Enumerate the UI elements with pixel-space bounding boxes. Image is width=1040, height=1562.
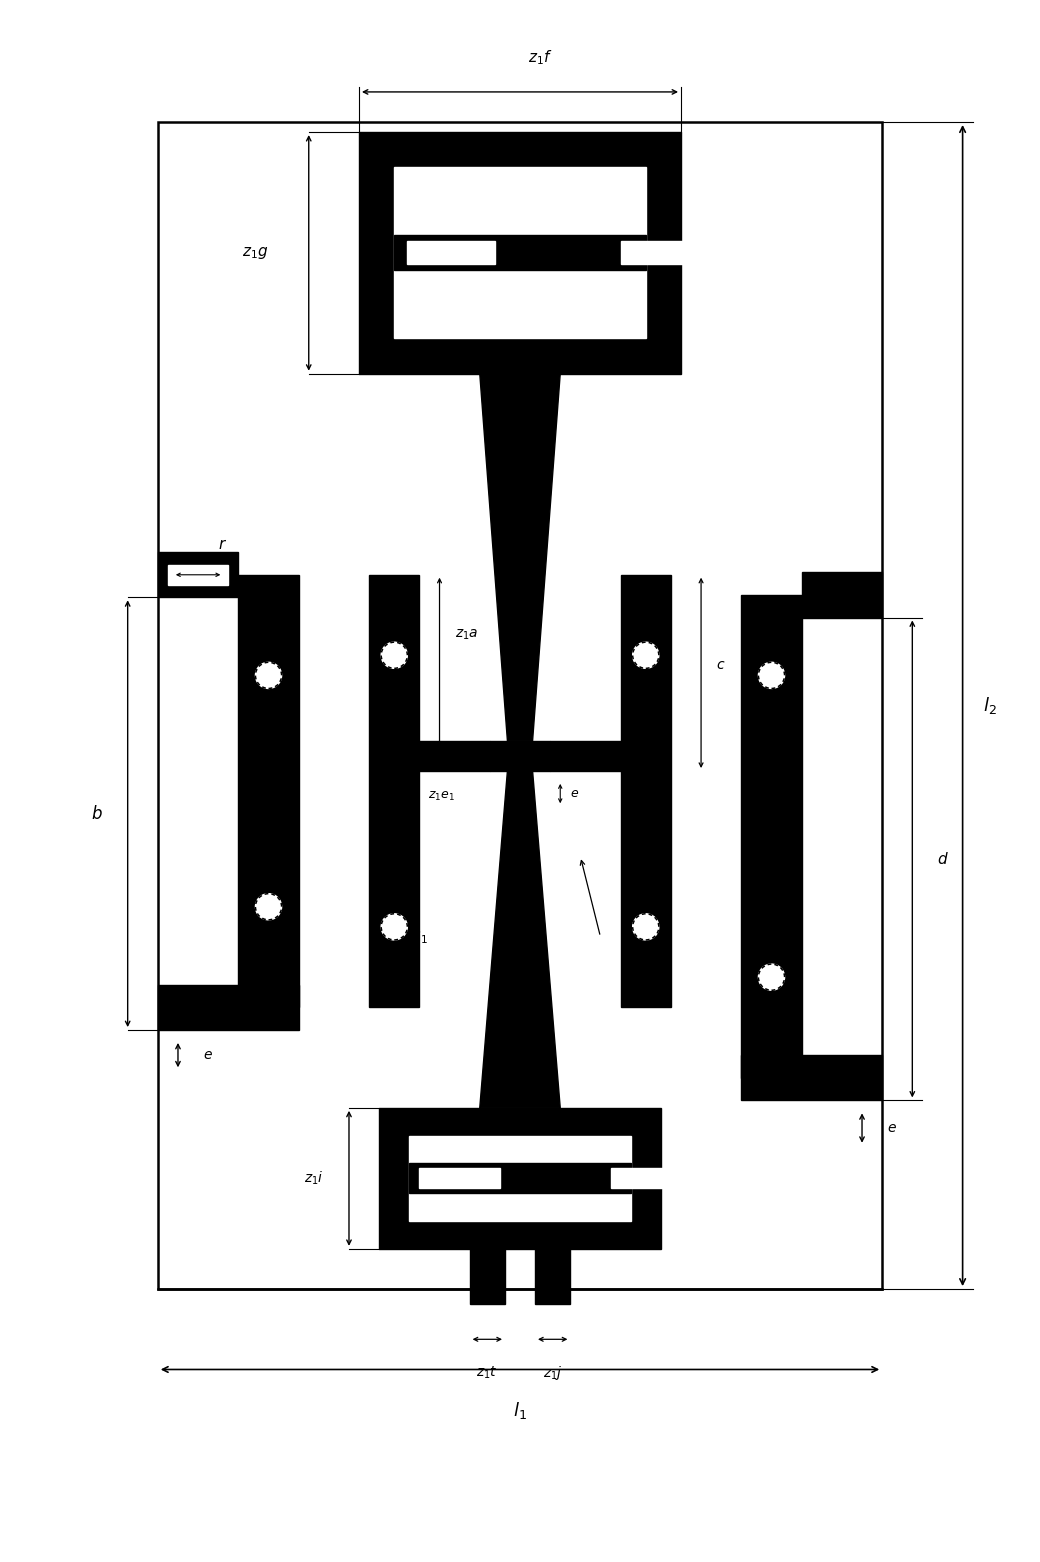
Text: $c$: $c$ xyxy=(717,658,726,672)
Text: $l_1$: $l_1$ xyxy=(513,1400,527,1421)
Polygon shape xyxy=(479,772,561,1107)
Circle shape xyxy=(256,662,282,689)
Bar xyxy=(490,740,550,772)
Circle shape xyxy=(758,964,784,990)
Text: $d$: $d$ xyxy=(937,851,950,867)
Bar xyxy=(407,241,495,264)
Bar xyxy=(394,167,646,339)
Text: $e$: $e$ xyxy=(887,1122,898,1136)
Text: $b$: $b$ xyxy=(90,804,103,823)
Bar xyxy=(610,1168,691,1189)
Text: $z_1a$: $z_1a$ xyxy=(454,628,478,642)
Bar xyxy=(742,595,802,1078)
Circle shape xyxy=(256,893,282,920)
Text: $R_2$: $R_2$ xyxy=(642,968,660,987)
Circle shape xyxy=(382,642,408,669)
Bar xyxy=(399,740,490,772)
Circle shape xyxy=(632,642,658,669)
Text: $l_2$: $l_2$ xyxy=(983,695,996,715)
Bar xyxy=(536,1248,570,1304)
Text: $z_1g$: $z_1g$ xyxy=(242,245,268,261)
Bar xyxy=(394,236,646,270)
Text: $e$: $e$ xyxy=(570,787,579,800)
Text: $z_1e_1$: $z_1e_1$ xyxy=(427,789,454,803)
Bar xyxy=(621,241,708,264)
Bar xyxy=(158,984,298,1029)
Bar xyxy=(238,575,298,1007)
Bar xyxy=(158,551,238,597)
Bar xyxy=(410,1136,630,1220)
Text: $r$: $r$ xyxy=(218,537,228,551)
Bar xyxy=(802,572,882,617)
Bar xyxy=(158,122,882,1289)
Polygon shape xyxy=(479,373,561,740)
Circle shape xyxy=(632,914,658,940)
Text: $z_1t$: $z_1t$ xyxy=(476,1365,498,1381)
Circle shape xyxy=(758,662,784,689)
Bar xyxy=(742,1054,882,1100)
Text: $e$: $e$ xyxy=(203,1048,213,1062)
Text: $z_1i$: $z_1i$ xyxy=(304,1170,323,1187)
Bar xyxy=(470,1248,504,1304)
Bar xyxy=(167,565,228,584)
Bar xyxy=(550,740,641,772)
Bar xyxy=(380,1107,660,1248)
Bar xyxy=(621,575,671,1007)
Text: $z_1f$: $z_1f$ xyxy=(528,48,552,67)
Bar xyxy=(410,1164,630,1193)
Text: $z_1j$: $z_1j$ xyxy=(543,1365,563,1382)
Text: $R_1$: $R_1$ xyxy=(410,928,428,947)
Bar xyxy=(369,575,419,1007)
Circle shape xyxy=(382,914,408,940)
Bar xyxy=(359,133,681,373)
Bar xyxy=(419,1168,500,1189)
